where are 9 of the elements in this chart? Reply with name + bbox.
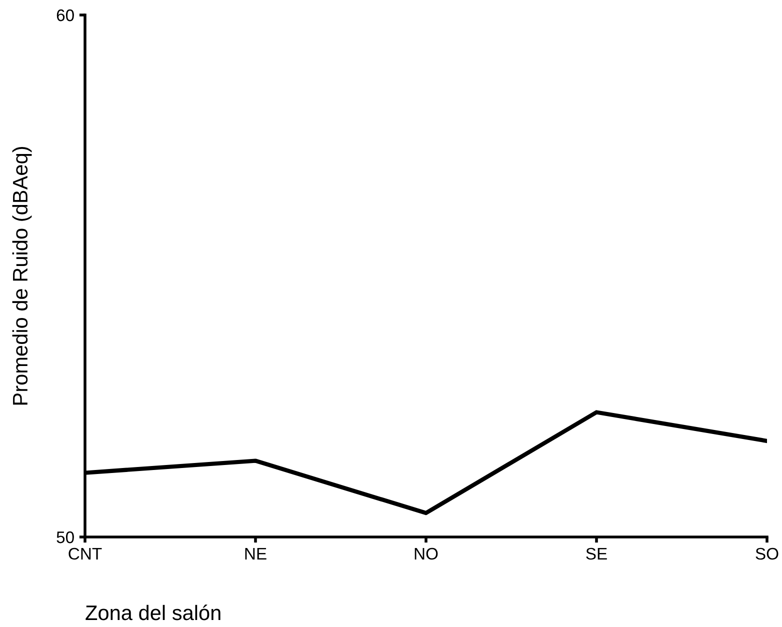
x-tick-label: SO bbox=[756, 548, 778, 560]
x-tick-label: NO bbox=[414, 548, 438, 560]
y-tick-label: 50 bbox=[56, 531, 74, 544]
y-axis-title: Promedio de Ruido (dBAeq) bbox=[12, 147, 32, 405]
y-tick-label: 60 bbox=[56, 9, 74, 22]
x-tick-label: SE bbox=[586, 548, 607, 560]
x-tick-label: CNT bbox=[68, 548, 102, 560]
x-axis-title: Zona del salón bbox=[86, 604, 220, 620]
x-tick-label: NE bbox=[245, 548, 266, 560]
